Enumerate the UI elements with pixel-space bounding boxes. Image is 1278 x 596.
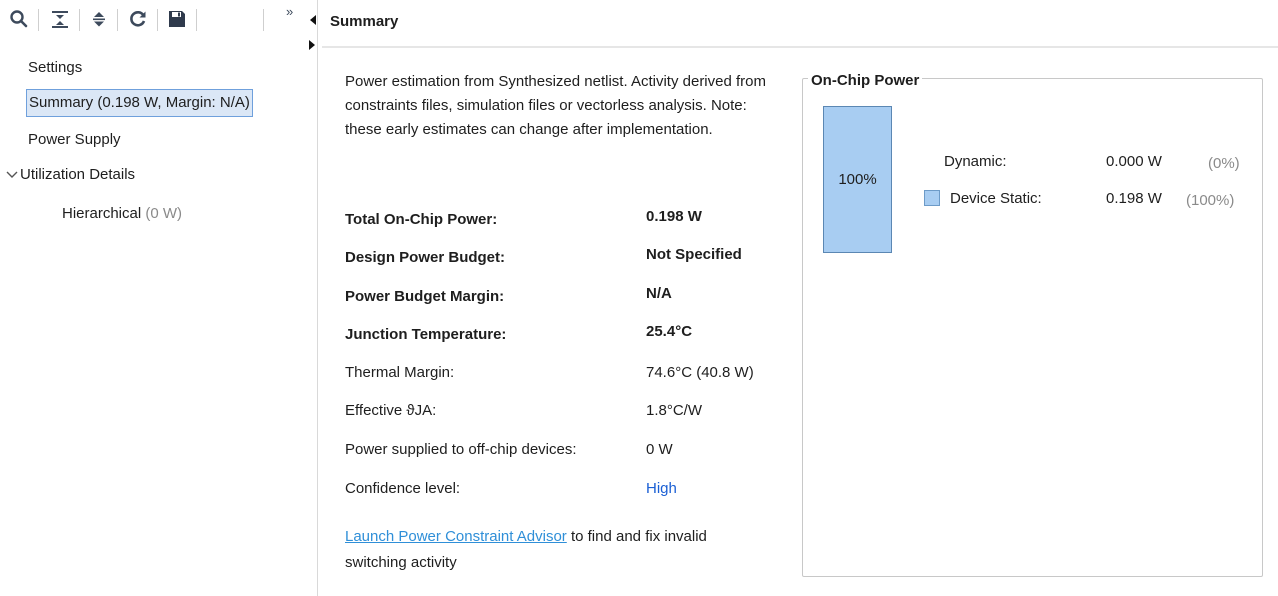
expand-all-icon[interactable]: [88, 8, 110, 30]
collapse-left-arrow-icon[interactable]: [310, 15, 316, 25]
device-static-swatch: [924, 190, 940, 206]
nav-utilization-label: Utilization Details: [20, 166, 136, 183]
on-chip-power-title: On-Chip Power: [808, 72, 923, 89]
page-title: Summary: [330, 13, 399, 30]
chevron-down-icon[interactable]: [6, 161, 20, 189]
confidence-level-label: Confidence level:: [345, 480, 461, 497]
device-static-value: 0.198 W: [1106, 190, 1162, 207]
dynamic-label: Dynamic:: [944, 153, 1007, 170]
nav-summary[interactable]: Summary (0.198 W, Margin: N/A): [26, 89, 253, 117]
nav-hierarchical-value: (0 W): [145, 205, 183, 222]
toolbar-separator: [157, 9, 158, 31]
summary-description: Power estimation from Synthesized netlis…: [345, 73, 766, 138]
collapse-all-icon[interactable]: [49, 8, 71, 30]
confidence-level-value[interactable]: High: [646, 480, 677, 497]
thermal-margin-label: Thermal Margin:: [345, 364, 455, 381]
nav-utilization-details[interactable]: Utilization Details: [6, 161, 135, 189]
save-icon[interactable]: [166, 8, 188, 30]
effective-theta-ja-value: 1.8°C/W: [646, 402, 703, 419]
refresh-icon[interactable]: [127, 8, 149, 30]
toolbar-separator: [117, 9, 118, 31]
thermal-margin-value: 74.6°C (40.8 W): [646, 364, 754, 381]
left-pane: » Settings Summary (0.198 W, Margin: N/A…: [0, 0, 318, 596]
budget-margin-label: Power Budget Margin:: [345, 288, 505, 305]
nav-power-supply[interactable]: Power Supply: [28, 131, 121, 148]
toolbar-separator: [196, 9, 197, 31]
device-static-label: Device Static:: [950, 190, 1042, 207]
total-power-label: Total On-Chip Power:: [345, 211, 498, 228]
expand-right-arrow-icon[interactable]: [309, 40, 315, 50]
dynamic-percent: (0%): [1208, 155, 1240, 172]
power-budget-value: Not Specified: [646, 246, 742, 263]
toolbar-separator: [38, 9, 39, 31]
dynamic-value: 0.000 W: [1106, 153, 1162, 170]
off-chip-power-value: 0 W: [646, 441, 673, 458]
search-icon[interactable]: [8, 8, 30, 30]
on-chip-power-box: [802, 78, 1263, 577]
junction-temp-label: Junction Temperature:: [345, 326, 507, 343]
total-power-value: 0.198 W: [646, 208, 702, 225]
overflow-icon[interactable]: »: [286, 4, 294, 19]
effective-theta-ja-label: Effective ϑJA:: [345, 402, 437, 419]
power-bar-label: 100%: [838, 171, 877, 188]
launch-power-constraint-advisor-link[interactable]: Launch Power Constraint Advisor: [345, 528, 567, 545]
nav-hierarchical-label: Hierarchical: [62, 205, 142, 222]
device-static-percent: (100%): [1186, 192, 1235, 209]
power-budget-label: Design Power Budget:: [345, 249, 506, 266]
summary-header: Summary: [322, 0, 1278, 48]
off-chip-power-label: Power supplied to off-chip devices:: [345, 441, 577, 458]
power-bar: 100%: [823, 106, 892, 253]
junction-temp-value: 25.4°C: [646, 323, 693, 340]
toolbar-separator: [79, 9, 80, 31]
advisor-suffix: to find and fix invalid switching activi…: [345, 528, 707, 571]
budget-margin-value: N/A: [646, 285, 672, 302]
nav-hierarchical[interactable]: Hierarchical (0 W): [62, 200, 182, 228]
advisor-text: Launch Power Constraint Advisor to find …: [345, 524, 765, 576]
toolbar: »: [0, 0, 318, 40]
toolbar-separator: [263, 9, 264, 31]
nav-settings[interactable]: Settings: [28, 59, 83, 76]
